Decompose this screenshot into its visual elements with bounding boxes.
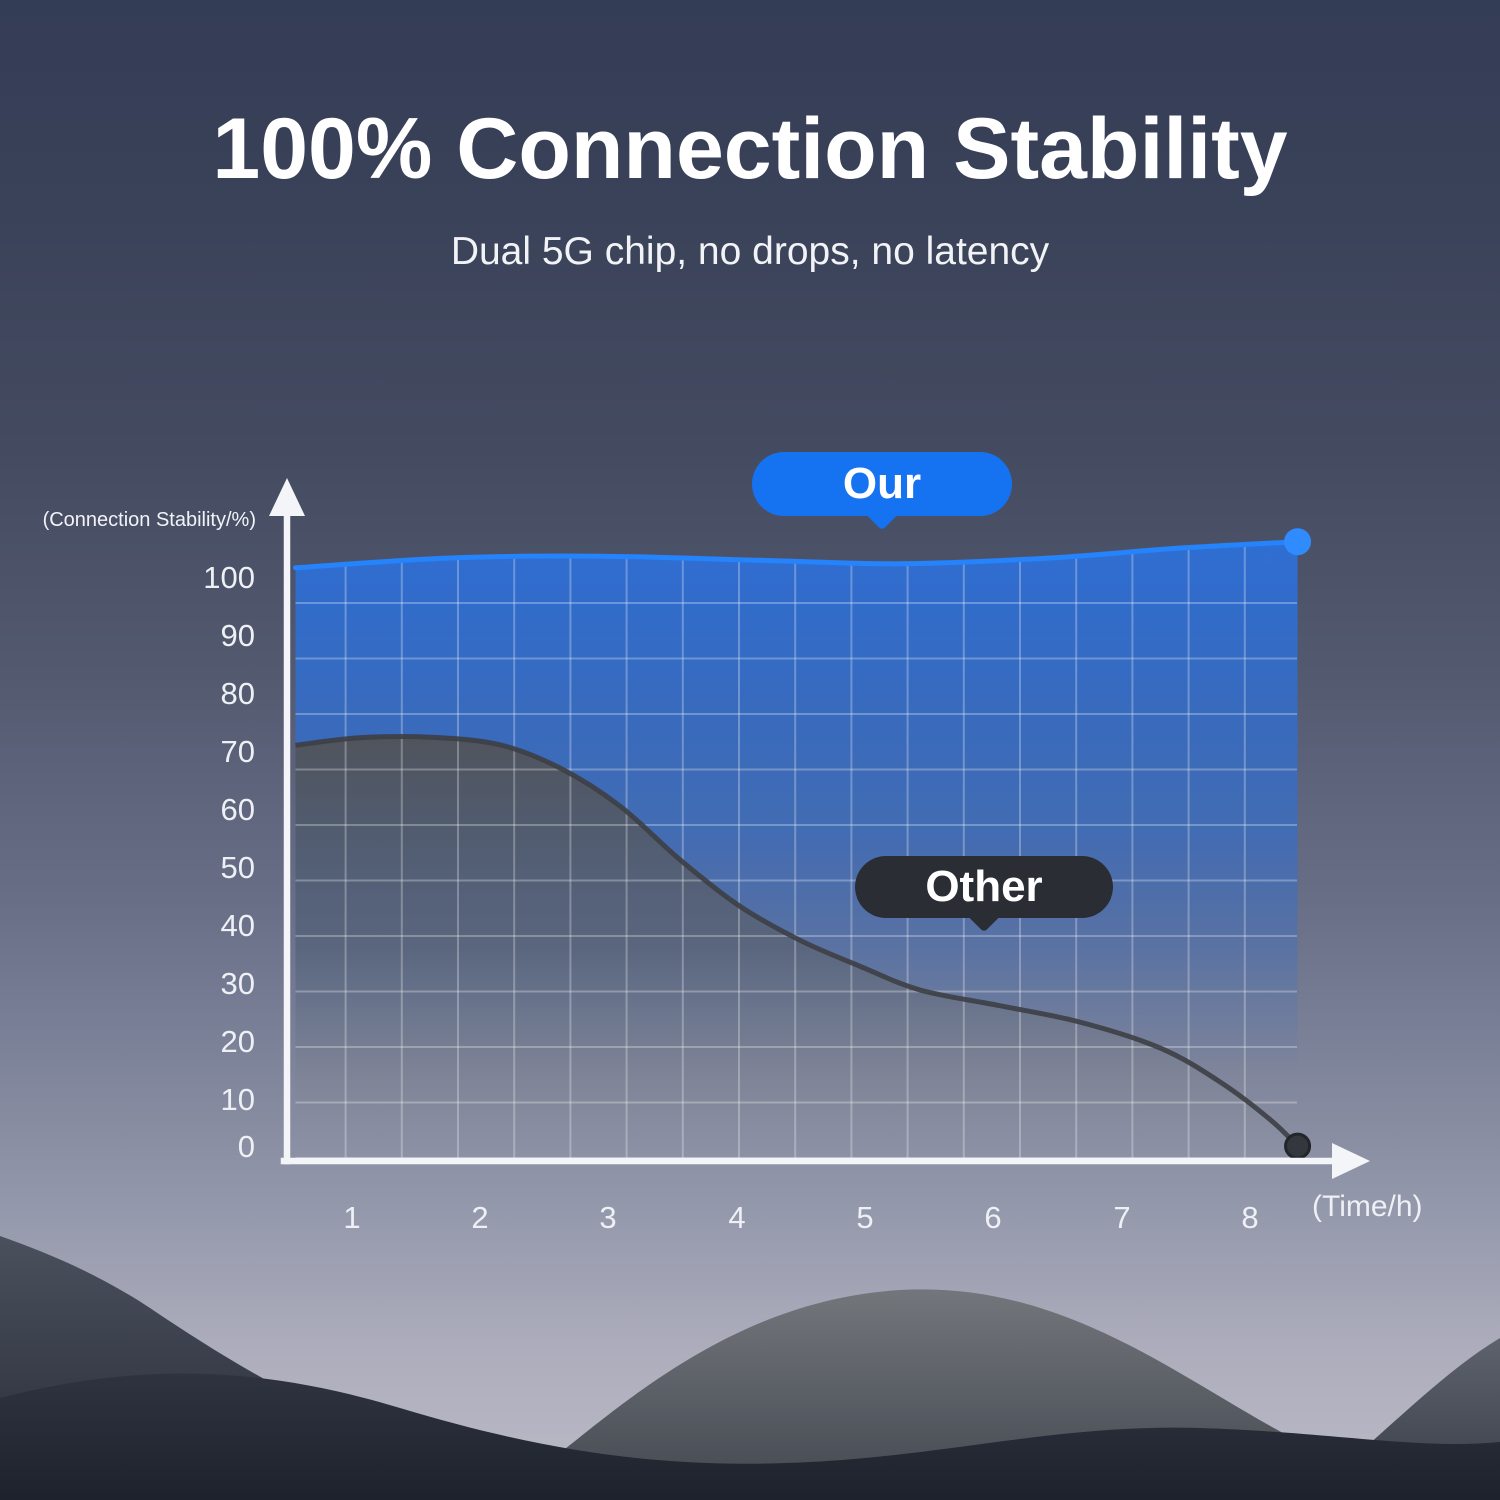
y-tick-50: 50 — [220, 850, 255, 885]
page-title: 100% Connection Stability — [212, 101, 1288, 197]
x-tick-5: 5 — [856, 1200, 874, 1235]
x-tick-1: 1 — [343, 1200, 361, 1235]
x-axis-label: (Time/h) — [1312, 1190, 1423, 1223]
x-tick-6: 6 — [984, 1200, 1002, 1235]
foreground-dunes — [0, 1373, 1500, 1500]
legend-badge-other-label: Other — [925, 862, 1043, 911]
y-tick-10: 10 — [220, 1082, 255, 1117]
x-tick-7: 7 — [1113, 1200, 1131, 1235]
y-tick-0: 0 — [237, 1129, 255, 1164]
legend-badge-other: Other — [855, 856, 1113, 933]
x-tick-2: 2 — [471, 1200, 489, 1235]
y-tick-90: 90 — [220, 618, 255, 653]
x-tick-3: 3 — [599, 1200, 617, 1235]
y-tick-30: 30 — [220, 966, 255, 1001]
connection-stability-chart — [269, 478, 1370, 1179]
mountains-background — [0, 1236, 1500, 1500]
y-axis-label: (Connection Stability/%) — [42, 509, 256, 531]
y-tick-60: 60 — [220, 792, 255, 827]
y-tick-100: 100 — [203, 560, 255, 595]
y-tick-70: 70 — [220, 734, 255, 769]
y-tick-40: 40 — [220, 908, 255, 943]
x-tick-4: 4 — [728, 1200, 746, 1235]
y-tick-20: 20 — [220, 1024, 255, 1059]
legend-badge-our-label: Our — [842, 459, 922, 508]
y-tick-80: 80 — [220, 676, 255, 711]
page-subtitle: Dual 5G chip, no drops, no latency — [450, 230, 1050, 273]
legend-badge-our: Our — [752, 452, 1012, 531]
x-tick-8: 8 — [1241, 1200, 1259, 1235]
